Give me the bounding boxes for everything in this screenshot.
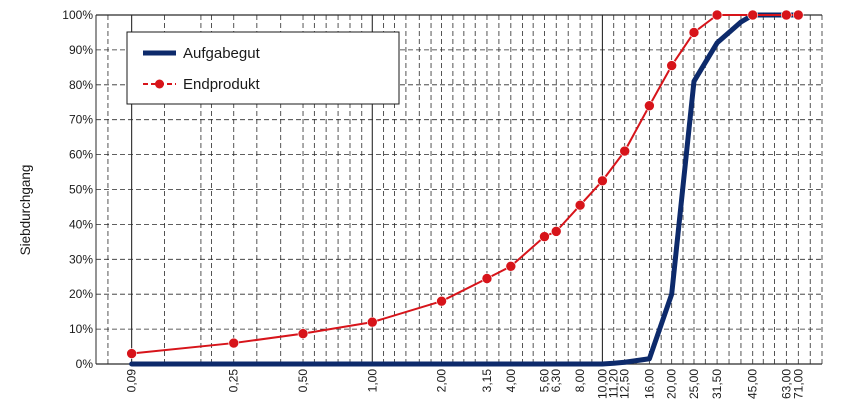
y-tick-label: 50% (69, 183, 93, 197)
data-point-endprodukt (711, 9, 723, 21)
legend-label-aufgabegut: Aufgabegut (183, 45, 261, 62)
x-tick-label: 0,25 (227, 369, 241, 393)
data-point-endprodukt (574, 199, 586, 211)
y-tick-label: 20% (69, 287, 93, 301)
y-tick-label: 60% (69, 148, 93, 162)
y-tick-label: 40% (69, 217, 93, 231)
data-point-endprodukt (126, 348, 137, 359)
y-tick-label: 0% (76, 357, 94, 371)
data-point-endprodukt (793, 9, 804, 21)
x-tick-label: 71,00 (791, 369, 805, 399)
legend: Aufgabegut Endprodukt (126, 31, 400, 105)
x-tick-label: 4,00 (504, 369, 518, 393)
x-tick-label: 6,30 (549, 369, 563, 393)
series-line-aufgabegut (129, 12, 801, 367)
x-tick-label: 0,50 (296, 369, 310, 393)
y-tick-label: 10% (69, 322, 93, 336)
x-tick-label: 31,50 (710, 369, 724, 399)
x-tick-label: 16,00 (642, 369, 656, 399)
series-group (126, 9, 804, 367)
data-point-endprodukt (481, 273, 493, 284)
x-tick-label: 1,00 (365, 369, 379, 393)
y-axis-label: Siebdurchgang (18, 165, 33, 256)
x-tick-label: 3,15 (480, 369, 494, 393)
x-tick-label: 63,00 (779, 369, 793, 399)
legend-marker-endprodukt (155, 79, 164, 89)
data-point-endprodukt (781, 9, 792, 21)
x-tick-label: 20,00 (665, 369, 679, 399)
x-tick-labels: 0,09 0,25 0,50 1,00 2,00 3,15 4,00 5,606,30 8,00… (125, 369, 806, 399)
data-point-endprodukt (747, 9, 759, 21)
y-tick-label: 90% (69, 43, 93, 57)
data-point-endprodukt (228, 337, 240, 349)
data-point-endprodukt (436, 295, 447, 307)
y-tick-label: 100% (62, 8, 93, 22)
data-point-endprodukt (644, 100, 655, 112)
x-tick-label: 10,00 (595, 369, 609, 399)
data-point-endprodukt (597, 175, 608, 187)
data-point-endprodukt (366, 316, 378, 328)
legend-label-endprodukt: Endprodukt (183, 76, 261, 93)
legend-box (126, 31, 400, 105)
y-tick-label: 30% (69, 252, 93, 266)
data-point-endprodukt (505, 260, 517, 272)
x-tick-label: 12,50 (618, 369, 632, 399)
x-tick-label: 0,09 (125, 369, 139, 393)
data-point-endprodukt (550, 226, 562, 237)
y-tick-label: 70% (69, 113, 93, 127)
x-tick-label: 2,00 (435, 369, 449, 393)
x-tick-label: 8,00 (573, 369, 587, 393)
x-tick-label: 5,60 (537, 369, 551, 393)
y-tick-label: 80% (69, 78, 93, 92)
data-point-endprodukt (539, 231, 550, 242)
data-point-endprodukt (297, 328, 309, 339)
y-tick-labels: 0% 10% 20% 30% 40% 50% 60% 70% 80% 90% 100% (62, 8, 93, 371)
data-point-endprodukt (619, 145, 631, 157)
x-tick-label: 45,00 (746, 369, 760, 399)
x-tick-label: 11,20 (607, 369, 621, 398)
data-point-endprodukt (666, 60, 677, 71)
x-tick-label: 25,00 (687, 369, 701, 399)
data-point-endprodukt (688, 27, 700, 38)
